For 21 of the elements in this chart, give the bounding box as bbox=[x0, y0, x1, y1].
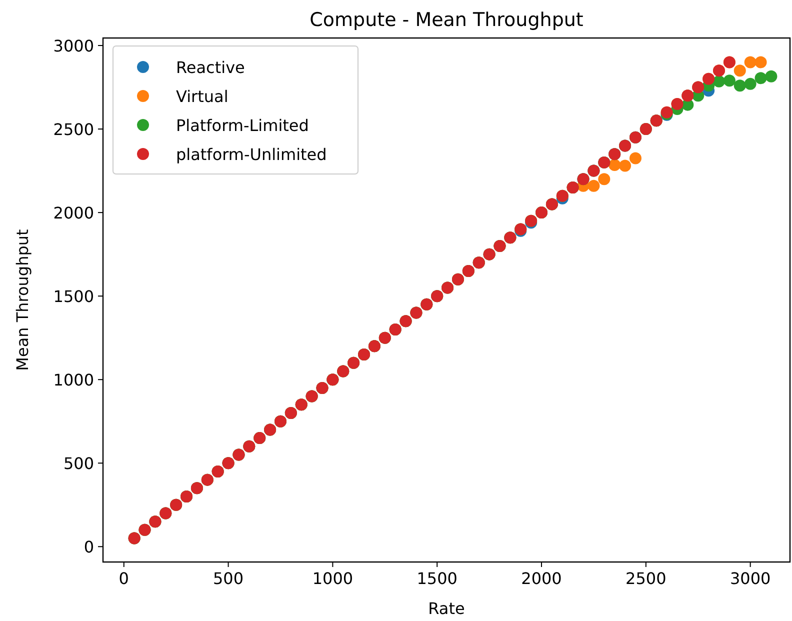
y-tick-label: 2000 bbox=[53, 204, 94, 223]
y-tick-label: 1500 bbox=[53, 287, 94, 306]
y-tick-label: 1000 bbox=[53, 370, 94, 390]
legend-label: Platform-Limited bbox=[176, 116, 309, 135]
x-tick-label: 1000 bbox=[312, 569, 354, 588]
x-tick-label: 500 bbox=[213, 569, 244, 588]
x-tick-label: 3000 bbox=[730, 569, 771, 588]
legend-label: Virtual bbox=[176, 87, 228, 106]
x-tick-label: 1500 bbox=[416, 569, 458, 588]
legend-label: Reactive bbox=[176, 58, 245, 77]
x-axis-title: Rate bbox=[428, 599, 465, 618]
y-tick-label: 3000 bbox=[53, 36, 94, 56]
x-tick-label: 2000 bbox=[521, 569, 562, 588]
chart-title: Compute - Mean Throughput bbox=[310, 9, 584, 31]
y-tick-label: 2500 bbox=[53, 120, 94, 140]
legend-label: platform-Unlimited bbox=[176, 145, 327, 164]
y-tick-label: 500 bbox=[63, 454, 94, 474]
y-axis-title: Mean Throughput bbox=[13, 229, 32, 371]
y-tick-label: 0 bbox=[84, 538, 94, 557]
x-tick-label: 2500 bbox=[626, 569, 666, 588]
x-tick-label: 0 bbox=[118, 569, 129, 588]
